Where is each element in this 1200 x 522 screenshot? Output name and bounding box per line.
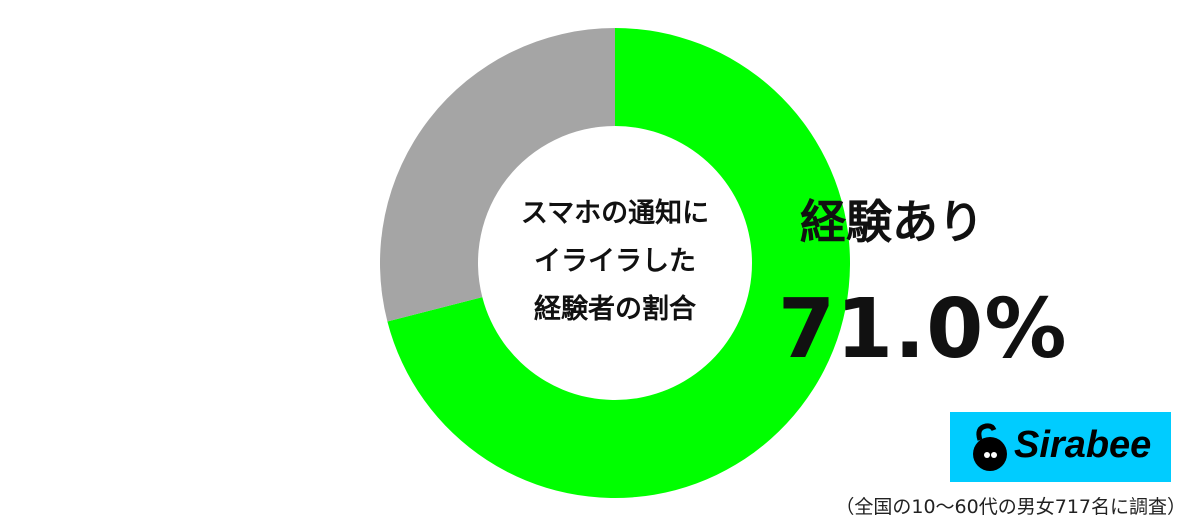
mascot-icon [973,423,1007,471]
donut-slice-1 [380,28,615,322]
title-line: 経験者の割合 [534,294,696,325]
survey-note: （全国の10〜60代の男女717名に調査） [835,496,1186,518]
donut-slice-0 [387,28,850,499]
logo-text: Sirabee [1014,424,1152,466]
title-line: イライラした [534,246,696,277]
slice-label: 経験あり [800,195,984,249]
slice-value: 71.0% [778,282,1068,377]
title-line: スマホの通知に [520,198,710,229]
sirabee-logo: Sirabee [950,412,1171,482]
chart-title: スマホの通知に イライラした 経験者の割合 [478,190,752,334]
